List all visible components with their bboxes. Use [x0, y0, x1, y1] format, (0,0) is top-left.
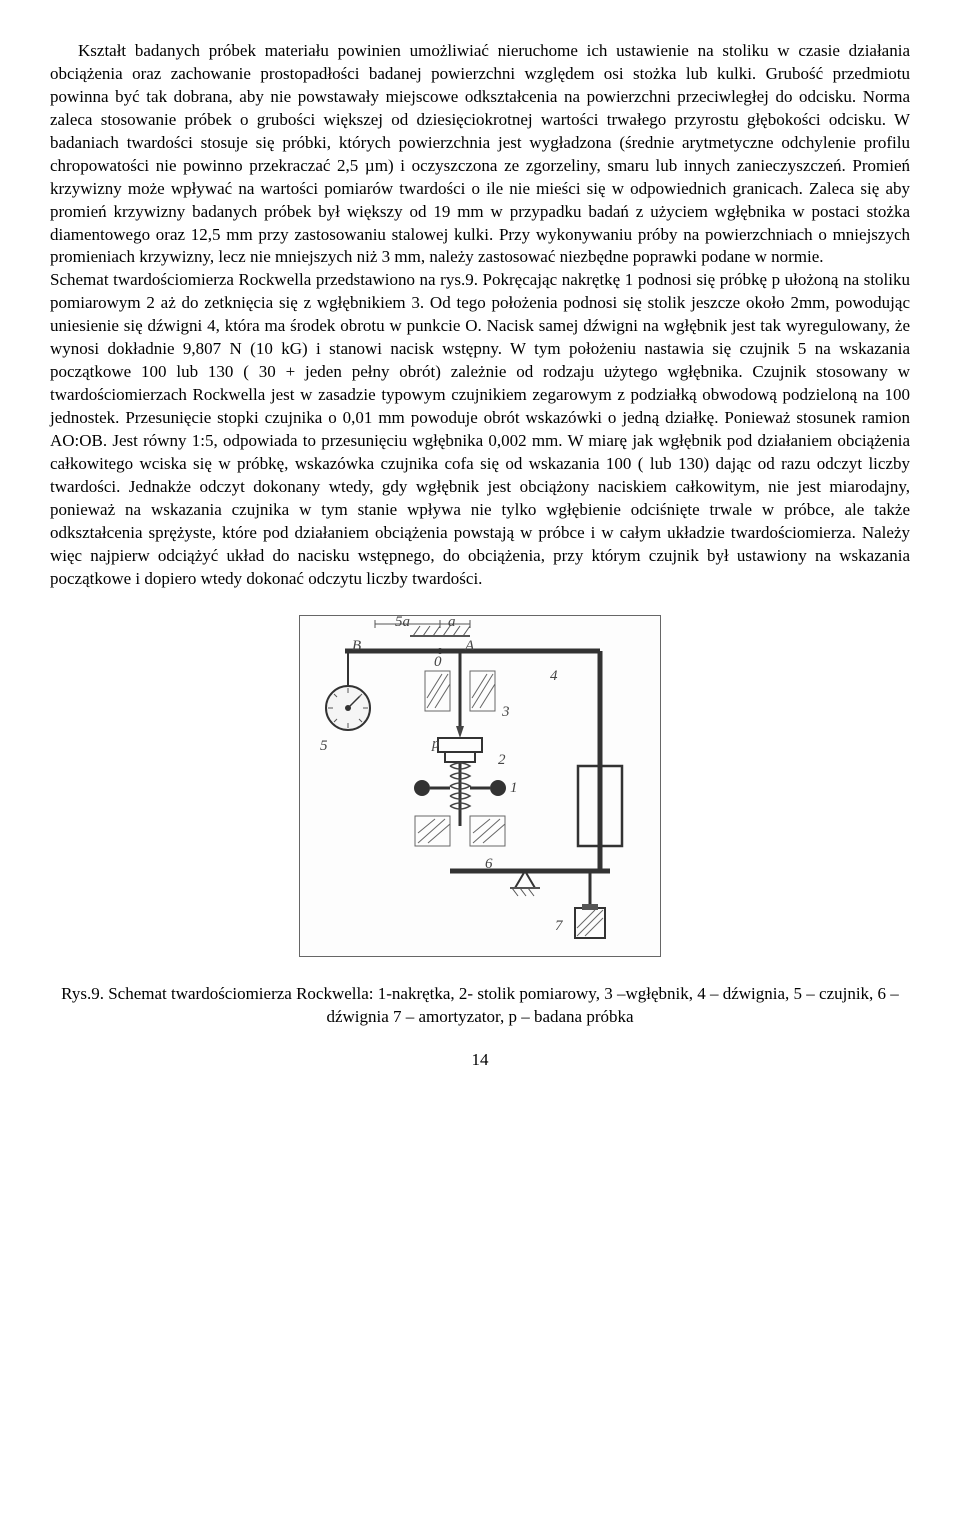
fig-label-7: 7: [555, 916, 563, 936]
fig-label-5a: 5a: [395, 612, 410, 632]
fig-label-4: 4: [550, 666, 558, 686]
fig-label-3: 3: [502, 702, 510, 722]
fig-label-A: A: [465, 636, 474, 656]
rockwell-schematic: [300, 616, 660, 956]
figure-9: 5a a B A 0 4 3 p 2 1 5 6 7: [50, 615, 910, 964]
fig-label-a: a: [448, 612, 456, 632]
paragraph-1: Kształt badanych próbek materiału powini…: [50, 40, 910, 269]
figure-diagram: 5a a B A 0 4 3 p 2 1 5 6 7: [299, 615, 661, 957]
fig-label-B: B: [352, 636, 361, 656]
fig-label-1: 1: [510, 778, 518, 798]
fig-label-2: 2: [498, 750, 506, 770]
paragraph-2: Schemat twardościomierza Rockwella przed…: [50, 269, 910, 590]
page-number: 14: [50, 1049, 910, 1072]
fig-label-O: 0: [434, 652, 442, 672]
figure-caption: Rys.9. Schemat twardościomierza Rockwell…: [50, 983, 910, 1029]
fig-label-5: 5: [320, 736, 328, 756]
fig-label-6: 6: [485, 854, 493, 874]
fig-label-p: p: [432, 734, 440, 754]
